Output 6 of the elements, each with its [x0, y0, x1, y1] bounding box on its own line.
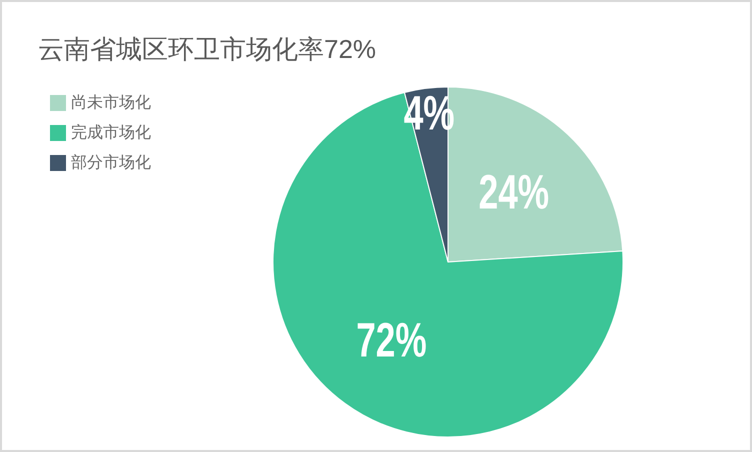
data-label: 72% [356, 312, 427, 367]
legend-label: 尚未市场化 [71, 94, 151, 112]
legend-label: 完成市场化 [71, 124, 151, 142]
legend-label: 部分市场化 [71, 154, 151, 172]
data-label: 24% [478, 164, 550, 219]
chart-title: 云南省城区环卫市场化率72% [38, 34, 376, 64]
